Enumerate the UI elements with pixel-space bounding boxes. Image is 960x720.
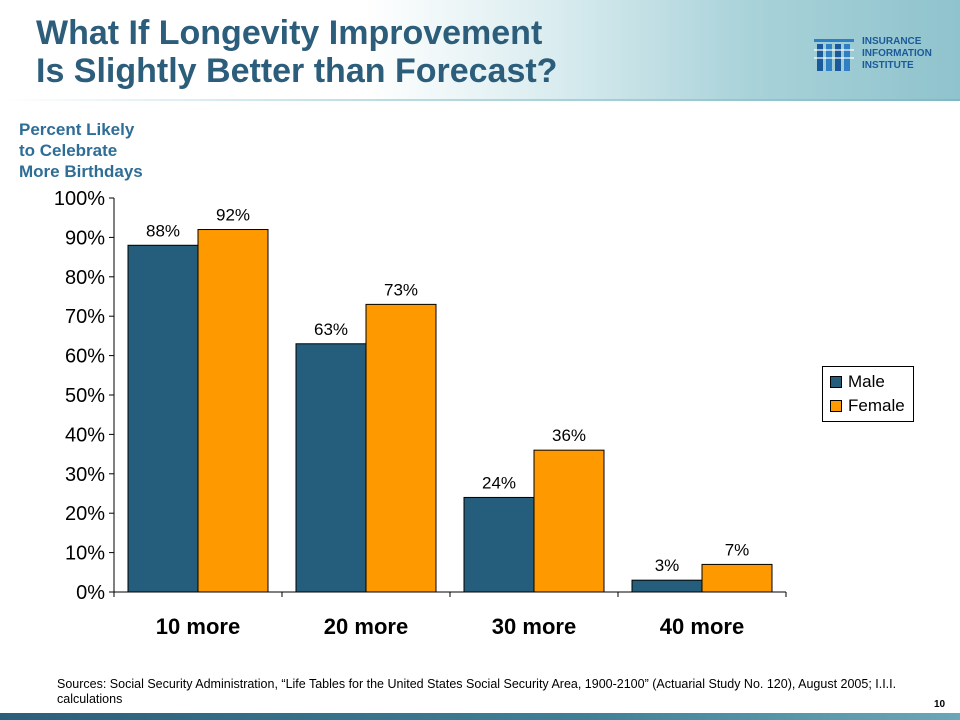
header-divider	[0, 99, 960, 101]
y-tick-label: 40%	[65, 424, 105, 446]
data-label-female-2: 73%	[384, 280, 418, 299]
data-label-female-1: 92%	[216, 206, 250, 225]
logo-line-1: INSURANCE	[862, 36, 922, 47]
y-tick-label: 70%	[65, 306, 105, 328]
bar-female-3	[533, 449, 605, 593]
y-tick-label: 30%	[65, 464, 105, 486]
header-band	[0, 0, 960, 100]
legend-swatch-female	[830, 400, 842, 412]
y-tick-label: 50%	[65, 385, 105, 407]
data-label-male-4: 3%	[655, 556, 680, 575]
bar-male-1	[127, 244, 199, 593]
legend-swatch-male	[830, 376, 842, 388]
page-title-line-1: What If Longevity Improvement	[36, 14, 543, 52]
iii-logo: INSURANCE INFORMATION INSTITUTE	[812, 33, 957, 75]
logo-line-3: INSTITUTE	[862, 60, 914, 71]
y-tick-label: 80%	[65, 267, 105, 289]
subtitle-line-2: to Celebrate	[19, 141, 118, 160]
iii-logo-mark-icon	[814, 39, 854, 71]
x-category-label: 40 more	[660, 614, 744, 639]
y-tick-label: 0%	[76, 582, 105, 604]
y-tick-label: 100%	[54, 188, 105, 210]
x-category-label: 20 more	[324, 614, 408, 639]
bar-female-2	[365, 303, 437, 593]
legend-item-female: Female	[830, 396, 905, 416]
data-label-female-4: 7%	[725, 540, 750, 559]
bar-male-3	[463, 496, 535, 593]
chart-legend: Male Female	[822, 366, 914, 422]
logo-line-2: INFORMATION	[862, 48, 932, 59]
footer-bar	[0, 713, 960, 720]
y-tick-label: 10%	[65, 543, 105, 565]
data-label-male-2: 63%	[314, 320, 348, 339]
y-tick-label: 90%	[65, 227, 105, 249]
y-tick-label: 60%	[65, 346, 105, 368]
subtitle-line-3: More Birthdays	[19, 162, 143, 181]
legend-label-male: Male	[848, 372, 885, 391]
bar-male-2	[295, 343, 367, 593]
page-title-line-2: Is Slightly Better than Forecast?	[36, 52, 558, 90]
data-label-male-1: 88%	[146, 221, 180, 240]
iii-logo-text: INSURANCE INFORMATION INSTITUTE	[862, 36, 932, 72]
bar-female-1	[197, 229, 269, 593]
y-tick-label: 20%	[65, 503, 105, 525]
page-title: What If Longevity Improvement Is Slightl…	[36, 14, 736, 90]
legend-label-female: Female	[848, 396, 905, 415]
x-category-label: 30 more	[492, 614, 576, 639]
legend-item-male: Male	[830, 372, 885, 392]
chart-subtitle: Percent Likely to Celebrate More Birthda…	[19, 119, 189, 182]
sources-note: Sources: Social Security Administration,…	[57, 677, 897, 706]
data-label-male-3: 24%	[482, 473, 516, 492]
subtitle-line-1: Percent Likely	[19, 120, 135, 139]
page-number: 10	[934, 699, 946, 710]
bar-chart: 0% 10% 20% 30% 40% 50% 60% 70% 80% 90% 100% 88% 92% 1…	[54, 188, 787, 639]
x-category-label: 10 more	[156, 614, 240, 639]
data-label-female-3: 36%	[552, 426, 586, 445]
bar-female-4	[701, 563, 773, 593]
bar-male-4	[631, 579, 703, 593]
